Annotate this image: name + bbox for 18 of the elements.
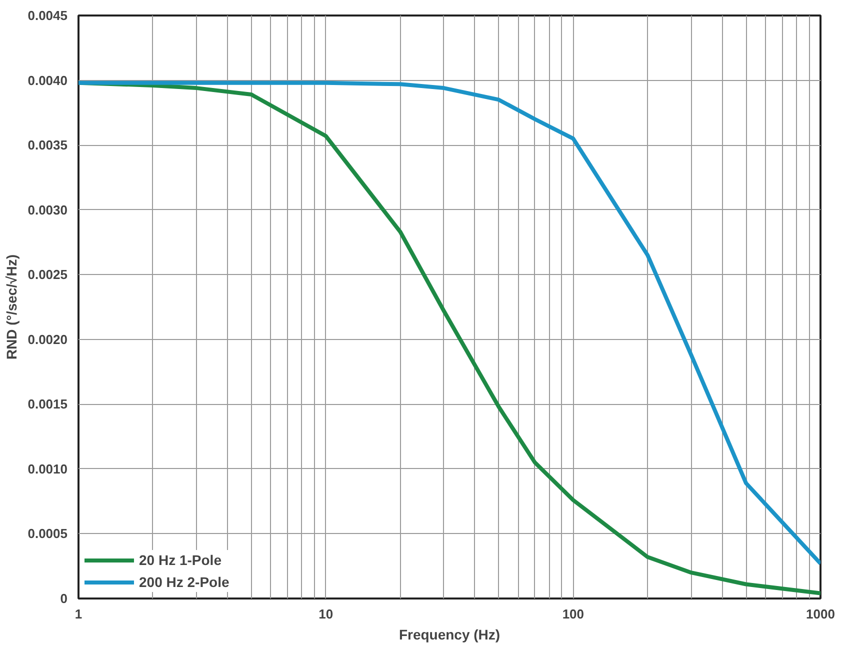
y-axis-title: RND (°/sec/√Hz) bbox=[4, 254, 20, 360]
x-tick-label: 1000 bbox=[806, 606, 835, 622]
y-tick-label: 0.0035 bbox=[28, 138, 68, 153]
x-tick-label: 10 bbox=[318, 606, 334, 622]
y-tick-label: 0.0010 bbox=[28, 461, 68, 476]
legend-label: 200 Hz 2-Pole bbox=[139, 574, 230, 590]
y-tick-label: 0.0025 bbox=[28, 267, 68, 282]
x-tick-label: 1 bbox=[74, 606, 82, 622]
y-tick-label: 0.0015 bbox=[28, 396, 68, 412]
y-tick-label: 0.0030 bbox=[28, 202, 68, 218]
y-tick-label: 0.0045 bbox=[28, 8, 68, 23]
y-tick-label: 0.0040 bbox=[28, 72, 68, 88]
y-tick-label: 0.0005 bbox=[28, 526, 68, 542]
y-tick-label: 0 bbox=[60, 591, 68, 606]
x-axis-title: Frequency (Hz) bbox=[398, 626, 500, 642]
y-tick-label: 0.0020 bbox=[28, 332, 68, 347]
legend-label: 20 Hz 1-Pole bbox=[139, 552, 222, 568]
x-tick-label: 100 bbox=[562, 606, 584, 622]
